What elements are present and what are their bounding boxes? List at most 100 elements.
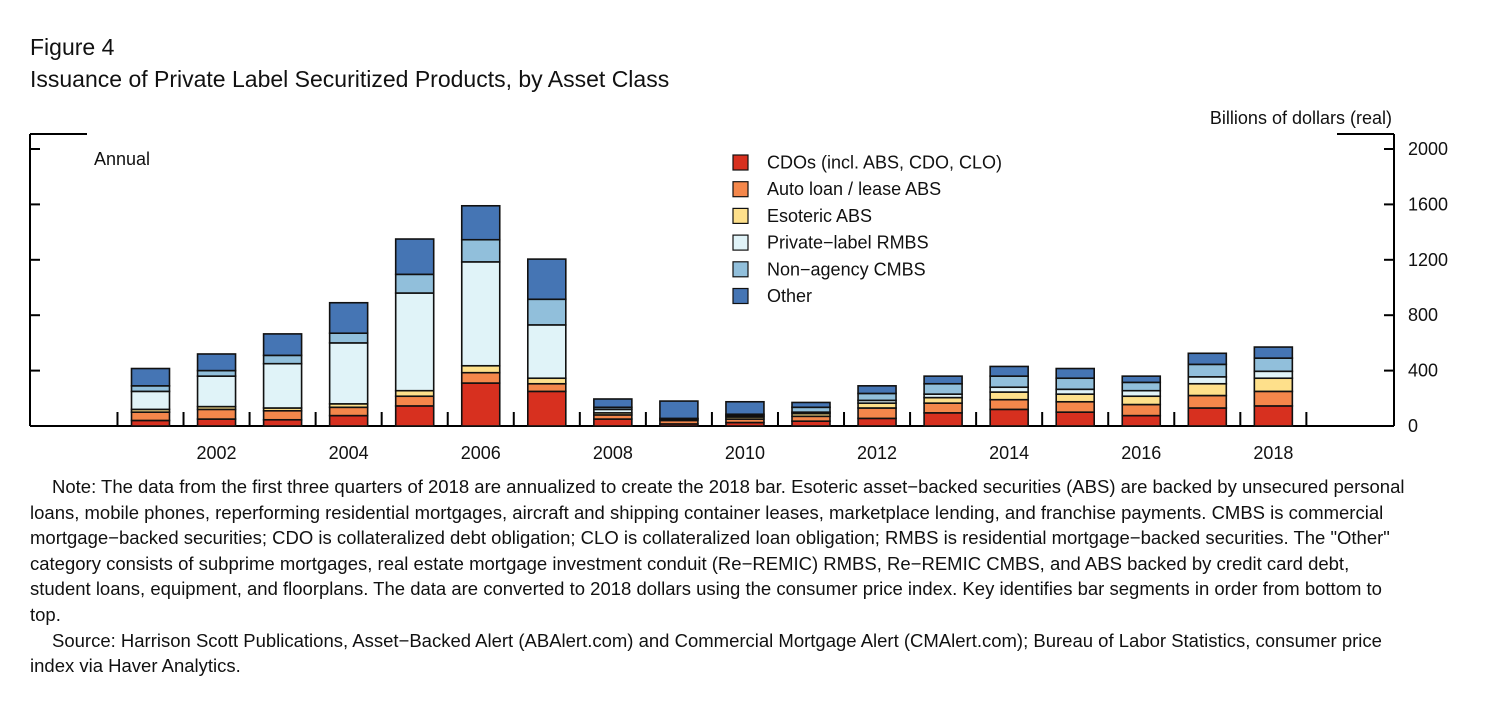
- bar-segment-series-5: [526, 258, 567, 301]
- bar-stack-2008: [593, 398, 633, 427]
- bar-segment-series-2: [394, 389, 435, 398]
- bar-segment-series-3: [1121, 389, 1162, 398]
- bar-segment-series-1: [989, 398, 1029, 411]
- bar-segment-series-3: [1187, 376, 1228, 385]
- bar-stack-2004: [328, 301, 369, 427]
- bar-segment-series-0: [1253, 405, 1294, 427]
- source-text: Source: Harrison Scott Publications, Ass…: [30, 629, 1382, 677]
- bar-segment-series-3: [328, 342, 369, 405]
- bar-segment-series-1: [1187, 394, 1228, 409]
- x-tick-label: 2004: [329, 443, 369, 463]
- figure-label: Figure 4: [30, 34, 115, 60]
- bar-stack-2018: [1253, 346, 1294, 427]
- bar-segment-series-1: [1055, 400, 1095, 413]
- bar-segment-series-4: [1055, 377, 1095, 391]
- bar-segment-series-4: [1121, 381, 1162, 392]
- bar-segment-series-4: [262, 354, 303, 365]
- bar-segment-series-5: [593, 398, 633, 409]
- legend: CDOs (incl. ABS, CDO, CLO) Auto loan / le…: [732, 153, 1002, 306]
- bar-segment-series-5: [989, 365, 1029, 377]
- bar-segment-series-1: [262, 409, 303, 421]
- figure-title: Issuance of Private Label Securitized Pr…: [30, 66, 670, 92]
- y-axis-ticks: 0 400 800 1200 1600 2000: [30, 139, 1448, 436]
- legend-label: CDOs (incl. ABS, CDO, CLO): [767, 153, 1002, 173]
- x-tick-label: 2002: [197, 443, 237, 463]
- legend-label: Non−agency CMBS: [767, 259, 926, 279]
- bar-segment-series-0: [1187, 407, 1228, 427]
- bar-segment-series-0: [394, 405, 435, 427]
- x-tick-label: 2010: [725, 443, 765, 463]
- x-tick-label: 2008: [593, 443, 633, 463]
- bar-segment-series-4: [394, 273, 435, 294]
- bar-segment-series-3: [526, 324, 567, 380]
- bar-segment-series-5: [262, 333, 303, 357]
- bar-segment-series-0: [923, 412, 963, 427]
- bar-stack-2013: [923, 375, 963, 427]
- bar-segment-series-1: [923, 402, 963, 414]
- bar-segment-series-2: [989, 391, 1029, 401]
- bar-segment-series-1: [857, 407, 897, 420]
- x-tick-label: 2006: [461, 443, 501, 463]
- bar-segment-series-5: [1253, 346, 1294, 359]
- bar-stack-2006: [460, 204, 501, 427]
- legend-swatch: [732, 287, 749, 305]
- y-tick-label: 1200: [1408, 250, 1448, 270]
- bar-segment-series-1: [1121, 403, 1162, 417]
- bar-stacks: [130, 204, 1294, 427]
- legend-label: Esoteric ABS: [767, 206, 872, 226]
- bar-segment-series-3: [460, 261, 501, 367]
- legend-swatch: [732, 207, 749, 224]
- bar-segment-series-5: [1187, 352, 1228, 366]
- bar-segment-series-5: [460, 204, 501, 241]
- bar-segment-series-5: [1121, 375, 1162, 384]
- bar-segment-series-4: [130, 385, 171, 393]
- bar-segment-series-0: [328, 414, 369, 427]
- bar-segment-series-5: [328, 301, 369, 335]
- bar-segment-series-0: [1121, 414, 1162, 427]
- bar-segment-series-2: [1253, 377, 1294, 393]
- legend-swatch: [732, 154, 749, 171]
- bar-segment-series-0: [593, 418, 633, 427]
- bar-segment-series-4: [196, 369, 237, 377]
- bar-stack-2005: [394, 238, 435, 427]
- bar-segment-series-4: [923, 382, 963, 395]
- bar-segment-series-0: [196, 418, 237, 427]
- bar-stack-2001: [130, 367, 171, 427]
- bar-segment-series-4: [989, 375, 1029, 389]
- bar-segment-series-4: [857, 392, 897, 402]
- bar-segment-series-5: [1055, 367, 1095, 380]
- bar-segment-series-3: [130, 390, 171, 411]
- x-tick-label: 2012: [857, 443, 897, 463]
- bar-segment-series-4: [460, 238, 501, 263]
- bar-segment-series-0: [1055, 411, 1095, 427]
- bar-segment-series-0: [130, 419, 171, 427]
- bar-segment-series-0: [262, 418, 303, 427]
- note-text: Note: The data from the first three quar…: [30, 476, 1405, 625]
- x-tick-label: 2014: [989, 443, 1029, 463]
- bar-segment-series-5: [659, 400, 699, 420]
- bar-segment-series-1: [394, 395, 435, 407]
- bar-stack-2009: [659, 400, 699, 427]
- bar-segment-series-2: [1121, 395, 1162, 406]
- unit-label: Billions of dollars (real): [1210, 108, 1392, 128]
- bar-stack-2014: [989, 365, 1029, 427]
- bar-segment-series-0: [857, 417, 897, 427]
- bar-segment-series-4: [328, 332, 369, 344]
- bar-segment-series-2: [1187, 382, 1228, 397]
- bar-segment-series-5: [923, 375, 963, 385]
- bar-segment-series-2: [923, 396, 963, 404]
- bar-stack-2003: [262, 333, 303, 427]
- bar-segment-series-1: [130, 411, 171, 422]
- y-tick-label: 800: [1408, 305, 1438, 325]
- x-tick-label: 2016: [1121, 443, 1161, 463]
- bar-segment-series-2: [526, 377, 567, 385]
- bar-stack-2002: [196, 353, 237, 427]
- bar-segment-series-3: [196, 375, 237, 408]
- bar-segment-series-0: [989, 408, 1029, 427]
- bar-segment-series-2: [1055, 393, 1095, 403]
- y-tick-label: 400: [1408, 361, 1438, 381]
- bar-segment-series-5: [857, 385, 897, 395]
- legend-swatch: [732, 261, 749, 278]
- bar-stack-2017: [1187, 352, 1228, 427]
- bar-stack-2011: [791, 401, 831, 427]
